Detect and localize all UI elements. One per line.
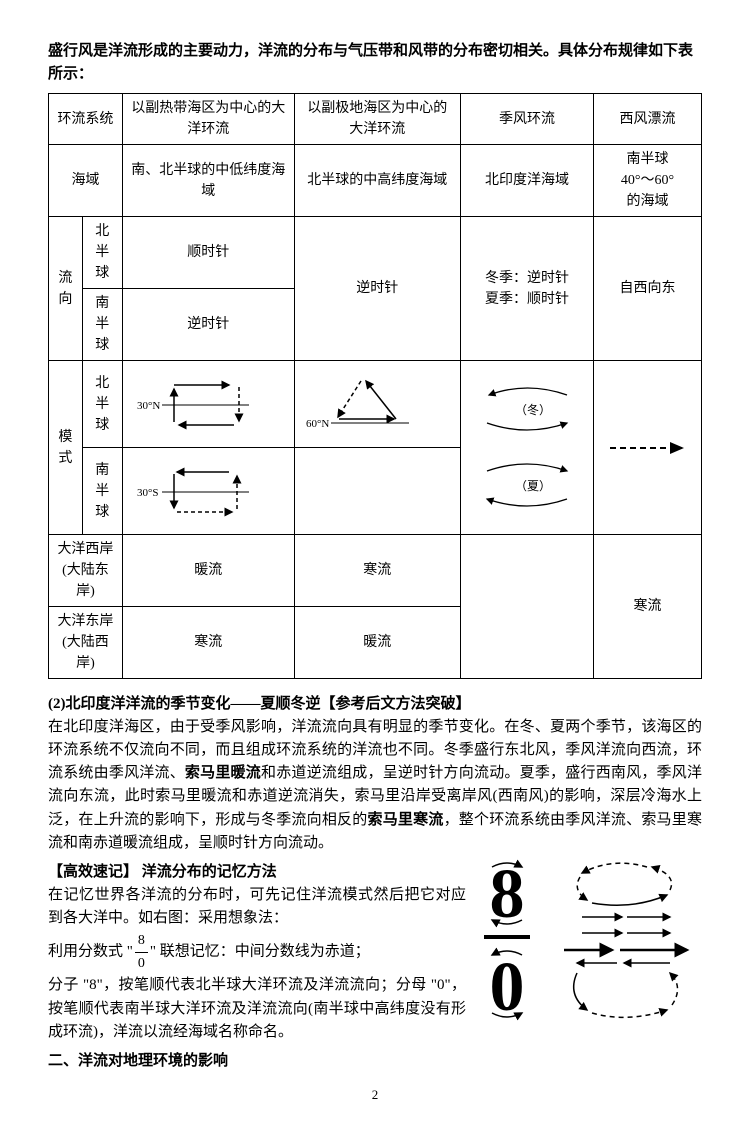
row-region-c2: 南、北半球的中低纬度海域 xyxy=(122,145,294,217)
row-dir-s-label: 南半球 xyxy=(82,289,122,361)
diag-n-label: 30°N xyxy=(137,400,160,412)
row-eastcoast-c2: 寒流 xyxy=(122,607,294,679)
row-westcoast-c2: 暖流 xyxy=(122,535,294,607)
svg-text:30°S: 30°S xyxy=(137,487,159,499)
th-subpolar: 以副极地海区为中心的大洋环流 xyxy=(294,94,460,145)
th-system: 环流系统 xyxy=(49,94,123,145)
diagram-subpolar: 60°N xyxy=(294,361,460,448)
intro-text: 盛行风是洋流形成的主要动力，洋流的分布与气压带和风带的分布密切相关。具体分布规律… xyxy=(48,40,702,85)
row-coast-west: 寒流 xyxy=(593,535,701,679)
row-dir-monsoon: 冬季：逆时针 夏季：顺时针 xyxy=(460,217,593,361)
row-dir-label: 流向 xyxy=(49,217,83,361)
row-eastcoast-c3: 暖流 xyxy=(294,607,460,679)
memo-body3: 分子 "8"，按笔顺代表北半球大洋环流及洋流流向；分母 "0"，按笔顺代表南半球… xyxy=(48,974,466,1044)
row-dir-n-c2: 顺时针 xyxy=(122,217,294,289)
row-eastcoast-label: 大洋东岸 (大陆西岸) xyxy=(49,607,123,679)
row-region-c5: 南半球 40°～60° 的海域 xyxy=(593,145,701,217)
circulation-table: 环流系统 以副热带海区为中心的大洋环流 以副极地海区为中心的大洋环流 季风环流 … xyxy=(48,93,702,679)
row-dir-n-c3: 逆时针 xyxy=(294,217,460,361)
row-dir-west: 自西向东 xyxy=(593,217,701,361)
section2-body: 在北印度洋海区，由于受季风影响，洋流流向具有明显的季节变化。在冬、夏两个季节，该… xyxy=(48,716,702,856)
th-subtropical: 以副热带海区为中心的大洋环流 xyxy=(122,94,294,145)
row-dir-n-label: 北半球 xyxy=(82,217,122,289)
diagram-subtropical-s: 30°S xyxy=(122,448,294,535)
diagram-westwind xyxy=(593,361,701,535)
section2-title: (2)北印度洋洋流的季节变化——夏顺冬逆【参考后文方法突破】 xyxy=(48,693,702,716)
page-number: 2 xyxy=(48,1085,702,1105)
memo-body1: 在记忆世界各洋流的分布时，可先记住洋流模式然后把它对应到各大洋中。如右图：采用想… xyxy=(48,884,466,931)
diagram-subpolar-s-empty xyxy=(294,448,460,535)
row-region-c4: 北印度洋海域 xyxy=(460,145,593,217)
row-pattern-label: 模式 xyxy=(49,361,83,535)
fraction-8-0: 80 xyxy=(135,930,148,974)
th-monsoon: 季风环流 xyxy=(460,94,593,145)
row-dir-s-c2: 逆时针 xyxy=(122,289,294,361)
svg-text:（冬）: （冬） xyxy=(515,402,551,417)
figure-8-0: 8 0 xyxy=(472,855,542,1025)
svg-text:60°N: 60°N xyxy=(306,418,329,430)
section3-title: 二、洋流对地理环境的影响 xyxy=(48,1050,466,1073)
row-pattern-s: 南半球 xyxy=(82,448,122,535)
figure-current-pattern xyxy=(552,855,702,1025)
memo-title: 【高效速记】 洋流分布的记忆方法 xyxy=(48,861,466,884)
row-westcoast-label: 大洋西岸 (大陆东岸) xyxy=(49,535,123,607)
row-westcoast-c3: 寒流 xyxy=(294,535,460,607)
memo-body2: 利用分数式 "80" 联想记忆：中间分数线为赤道； xyxy=(48,930,466,974)
row-region-label: 海域 xyxy=(49,145,123,217)
th-westwind: 西风漂流 xyxy=(593,94,701,145)
row-coast-monsoon-empty xyxy=(460,535,593,679)
svg-text:（夏）: （夏） xyxy=(515,479,551,493)
diagram-monsoon: （冬） （夏） xyxy=(460,361,593,535)
diagram-subtropical-n: 30°N xyxy=(122,361,294,448)
row-pattern-n: 北半球 xyxy=(82,361,122,448)
row-region-c3: 北半球的中高纬度海域 xyxy=(294,145,460,217)
